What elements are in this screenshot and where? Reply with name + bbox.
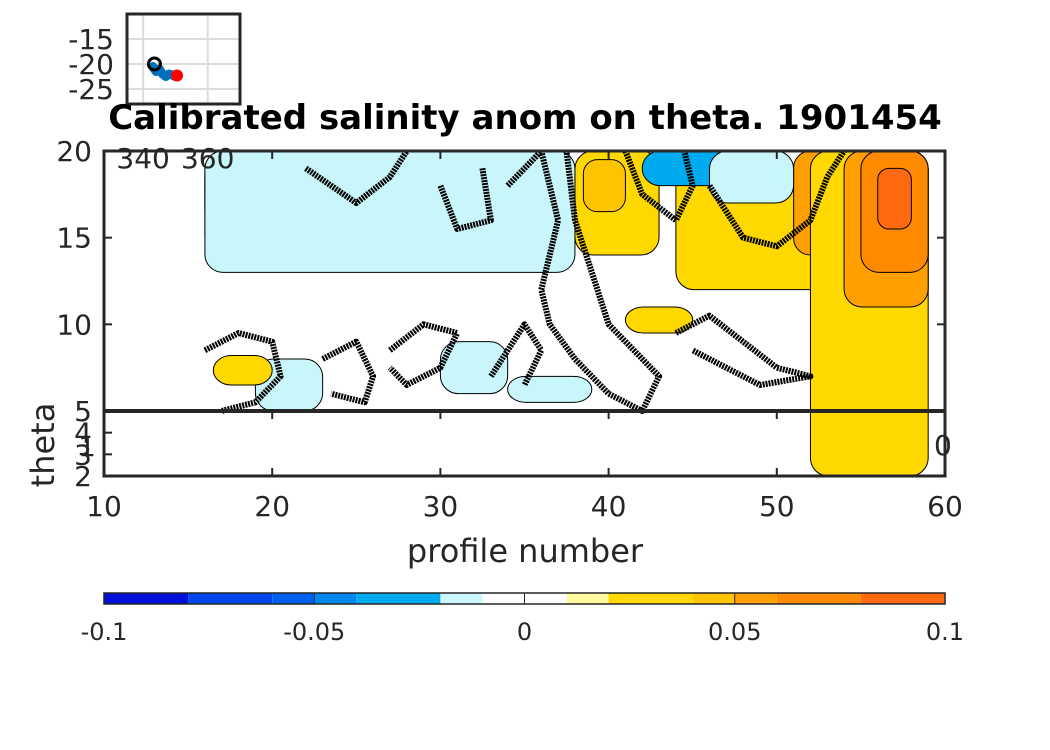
y-tick-label-15: 15 — [56, 222, 92, 255]
x-axis: 10 20 30 40 50 60 — [86, 151, 963, 523]
colorbar-segment-9 — [608, 593, 693, 604]
colorbar-segment-5 — [440, 593, 483, 604]
inset-ticks: -15-20-25 340 360 — [68, 23, 234, 175]
colorbar-segment-11 — [734, 593, 777, 604]
contour-region-3 — [204, 151, 576, 273]
zero-contour-0 — [203, 330, 284, 414]
colorbar-segment-2 — [272, 593, 315, 604]
track-end-marker — [171, 69, 184, 82]
x-tick-label-60: 60 — [927, 490, 963, 523]
zero-contour-2 — [387, 321, 461, 388]
plot-frame — [102, 149, 947, 478]
colorbar-segment-12 — [776, 593, 861, 604]
zero-contour-5 — [674, 312, 814, 388]
y-tick-overlap-label: 1 — [78, 430, 96, 463]
colorbar-segment-1 — [188, 593, 273, 604]
colorbar-segment-3 — [314, 593, 357, 604]
inset-x-tick-340: 340 — [116, 142, 169, 175]
zero-contour-9 — [622, 151, 696, 224]
inset-frame — [125, 12, 242, 106]
y-axis-label: theta — [24, 403, 62, 488]
x-tick-label-50: 50 — [759, 490, 795, 523]
colorbar-tick-label--0.05: -0.05 — [283, 618, 345, 646]
inset-grid — [127, 14, 240, 104]
y-tick-label-5: 5 — [74, 395, 92, 428]
x-tick-label-40: 40 — [591, 490, 627, 523]
contour-region-5 — [507, 375, 593, 403]
colorbar-segment-10 — [692, 593, 735, 604]
y-tick-label-lower-3: 3 — [74, 438, 92, 471]
colorbar-segment-4 — [356, 593, 441, 604]
inset-y-tick--20: -20 — [68, 48, 114, 81]
colorbar-segment-0 — [104, 593, 189, 604]
zero-contour-3 — [488, 321, 545, 387]
zero-contour-6 — [706, 151, 847, 250]
colorbar-ticks: -0.1 -0.05 0 0.05 0.1 — [81, 593, 964, 646]
x-axis-label: profile number — [407, 532, 644, 570]
colorbar-tick-label-0: 0 — [517, 618, 532, 646]
y-tick-label-20: 20 — [56, 135, 92, 168]
zero-contours — [203, 151, 847, 414]
y-tick-label-lower-2: 2 — [74, 460, 92, 493]
y-tick-label-lower-4: 4 — [74, 417, 92, 450]
zero-contour-8 — [437, 167, 494, 232]
contour-region-11 — [582, 159, 626, 213]
chart-title: Calibrated salinity anom on theta. 19014… — [108, 98, 942, 138]
y-tick-label-10: 10 — [56, 308, 92, 341]
x-tick-label-30: 30 — [423, 490, 459, 523]
x-tick-label-20: 20 — [254, 490, 290, 523]
colorbar-tick-label-0.05: 0.05 — [708, 618, 761, 646]
colorbar-tick-label--0.1: -0.1 — [81, 618, 128, 646]
inset-x-tick-360: 360 — [181, 142, 234, 175]
colorbar-segment-7 — [524, 593, 567, 604]
contour-region-16 — [877, 167, 912, 230]
contour-region-7 — [212, 355, 273, 386]
colorbar-segment-8 — [566, 593, 609, 604]
inset-map: -15-20-25 340 360 — [68, 12, 242, 175]
inset-y-tick--25: -25 — [68, 73, 114, 106]
float-track — [146, 56, 184, 82]
colorbar-segment-13 — [860, 593, 945, 604]
zero-contour-7 — [304, 151, 410, 206]
contour-region-9 — [624, 306, 694, 334]
colorbar-segment-6 — [482, 593, 525, 604]
x-tick-label-10: 10 — [86, 490, 122, 523]
zero-contour-1 — [321, 338, 377, 406]
contour-region-18 — [709, 151, 795, 204]
overlap-tick-fragment: 0 — [934, 429, 952, 462]
track-start-marker — [146, 56, 162, 72]
colorbar-tick-label-0.1: 0.1 — [926, 618, 964, 646]
inset-y-tick--15: -15 — [68, 23, 114, 56]
